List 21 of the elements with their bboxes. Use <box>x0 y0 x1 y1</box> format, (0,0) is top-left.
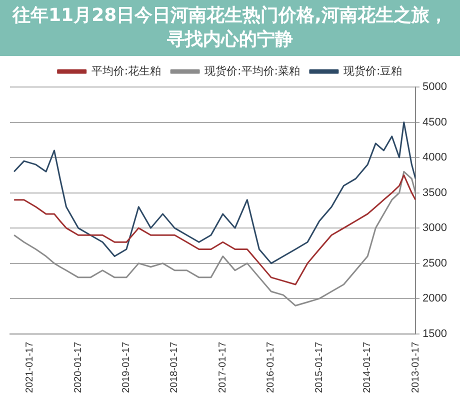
legend-label: 现货价:豆粕 <box>343 64 402 78</box>
y-tick-label: 3000 <box>422 222 448 234</box>
chart-title: 往年11月28日今日河南花生热门价格,河南花生之旅，寻找内心的宁静 <box>0 0 460 56</box>
y-tick-label: 3500 <box>422 186 448 199</box>
y-tick-label: 4500 <box>422 116 448 128</box>
x-tick-label: 2019-01-17 <box>120 341 132 394</box>
y-tick-label: 2500 <box>422 257 448 270</box>
x-tick-label: 2020-01-17 <box>72 341 84 394</box>
y-tick-label: 1500 <box>422 328 448 340</box>
x-tick-label: 2015-01-17 <box>314 341 325 394</box>
x-tick-label: 2018-01-17 <box>169 341 180 394</box>
y-tick-label: 5000 <box>422 81 448 94</box>
y-tick-label: 2000 <box>422 292 448 305</box>
x-tick-label: 2021-01-17 <box>24 341 36 394</box>
x-tick-label: 2016-01-17 <box>266 341 277 394</box>
legend-label: 现货价:平均价:菜粕 <box>204 64 300 78</box>
x-tick-label: 2014-01-17 <box>362 341 374 394</box>
x-tick-label: 2013-01-17 <box>410 341 422 394</box>
y-tick-label: 4000 <box>422 152 448 164</box>
legend-label: 平均价:花生粕 <box>91 64 162 78</box>
x-tick-label: 2017-01-17 <box>217 341 228 394</box>
